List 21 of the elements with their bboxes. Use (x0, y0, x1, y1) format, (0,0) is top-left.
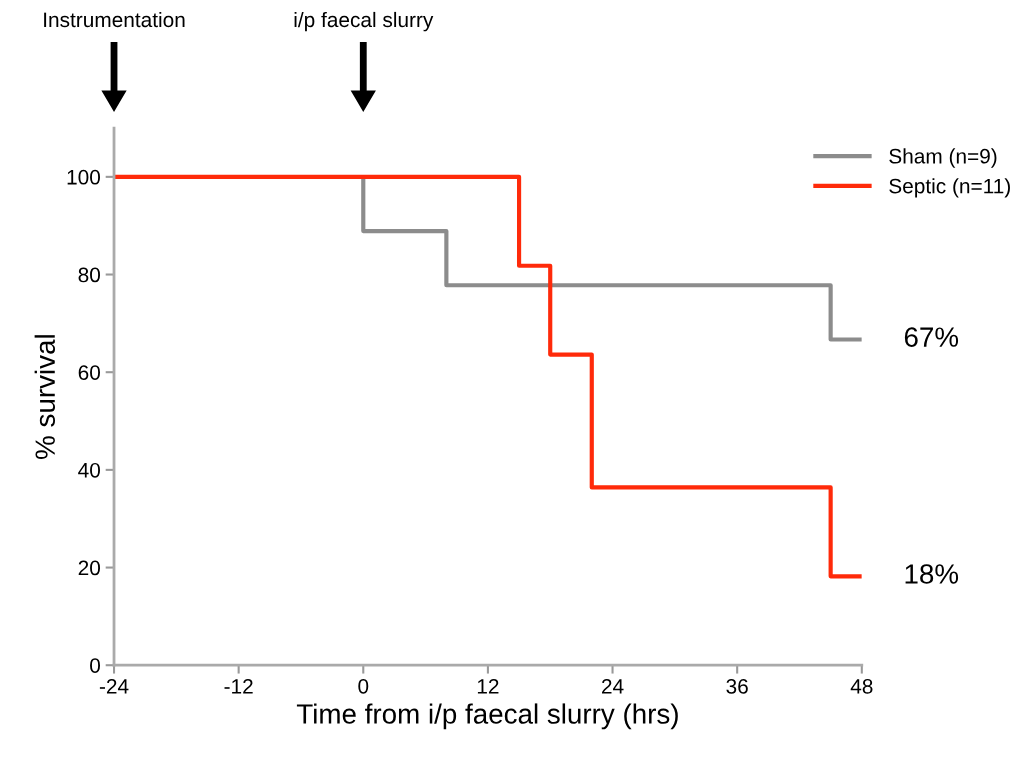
x-axis-title: Time from i/p faecal slurry (hrs) (296, 703, 678, 730)
x-tick-label: -12 (224, 678, 253, 694)
y-tick-label: 100 (67, 169, 101, 185)
y-tick-label: 80 (78, 267, 101, 283)
y-tick-label: 60 (78, 365, 101, 380)
legend-label: Sham (n=9) (889, 148, 997, 168)
y-tick-label: 0 (90, 658, 101, 673)
legend-label: Septic (n=11) (889, 178, 1010, 198)
x-tick-label: -24 (99, 678, 129, 694)
x-tick-label: 12 (477, 678, 499, 694)
y-tick-label: 20 (78, 560, 101, 576)
text: Instrumentation (44, 11, 185, 28)
y-tick-label: 40 (78, 462, 101, 478)
text: i/p faecal slurry (294, 11, 434, 32)
x-tick-label: 36 (726, 678, 748, 694)
annotation: 18% (905, 564, 959, 584)
annotation: 67% (904, 327, 959, 347)
x-tick-label: 48 (850, 678, 873, 694)
x-tick-label: 24 (602, 678, 624, 694)
x-tick-label: 0 (358, 678, 369, 694)
y-axis-title: % survival (34, 335, 56, 459)
